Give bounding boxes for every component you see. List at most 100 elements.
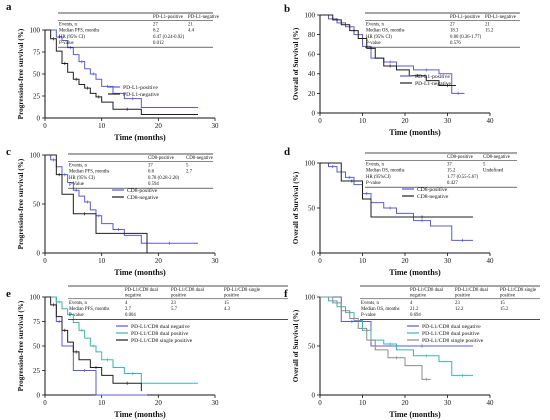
stats-table: PD-L1-positive PD-L1-negative Events, n 27 2… bbox=[58, 12, 219, 48]
table-cell: 15.2 bbox=[447, 169, 456, 174]
y-axis-title: Progression-free survival (%) bbox=[17, 158, 25, 249]
x-tick-label: 40 bbox=[487, 117, 495, 125]
table-cell: 23 bbox=[455, 301, 460, 306]
panel-label: b bbox=[284, 3, 290, 15]
x-tick-label: 0 bbox=[318, 399, 322, 407]
table-header-cell: PD-L1-negative bbox=[485, 15, 516, 20]
x-axis-title: Time (months) bbox=[389, 268, 441, 277]
table-cell: 15.2 bbox=[485, 29, 494, 34]
table-cell: 15.2 bbox=[500, 307, 509, 312]
survival-curve-2 bbox=[320, 296, 473, 376]
y-tick-label: 50 bbox=[308, 204, 316, 212]
table-header-cell: CD8-negative bbox=[483, 155, 510, 160]
x-tick-label: 30 bbox=[444, 117, 452, 125]
y-tick-label: 50 bbox=[308, 342, 316, 350]
x-tick-label: 20 bbox=[402, 399, 410, 407]
km-panel-b: b 0 10 20 30 40 0 20 40 60 80 100 Time (months) Overa… bbox=[284, 3, 520, 137]
survival-curve-3 bbox=[45, 296, 142, 392]
table-header-cell: positive bbox=[500, 293, 515, 298]
panel-label: c bbox=[6, 146, 11, 158]
table-cell: 5 bbox=[186, 163, 189, 168]
table-cell: 5 bbox=[483, 162, 486, 167]
x-tick-label: 40 bbox=[487, 399, 495, 407]
y-tick-label: 100 bbox=[305, 293, 316, 301]
survival-curve-2 bbox=[45, 29, 198, 115]
x-tick-label: 20 bbox=[155, 399, 163, 407]
y-tick-label: 100 bbox=[30, 26, 41, 34]
y-tick-label: 50 bbox=[33, 200, 41, 208]
table-cell: 18.3 bbox=[450, 29, 459, 34]
table-header-cell: PD-L1/CD8 dual bbox=[125, 288, 159, 293]
table-cell: P-value bbox=[69, 313, 84, 318]
table-cell: 0.427 bbox=[447, 181, 458, 186]
table-cell: 4.4 bbox=[188, 29, 195, 34]
y-tick-label: 100 bbox=[30, 293, 41, 301]
y-tick-label: 0 bbox=[37, 114, 41, 122]
table-cell: 12.2 bbox=[455, 307, 464, 312]
table-cell: 37 bbox=[148, 163, 153, 168]
table-header-cell: negative bbox=[125, 293, 141, 298]
legend-entry: PD-L1/CD8 dual negative bbox=[422, 324, 481, 330]
table-cell: P-value bbox=[366, 41, 381, 46]
x-tick-label: 0 bbox=[43, 122, 47, 130]
x-tick-label: 0 bbox=[43, 399, 47, 407]
y-tick-label: 75 bbox=[33, 48, 41, 56]
y-axis-title: Progression-free survival (%) bbox=[17, 300, 25, 391]
stats-table: CD8-positive CD8-negative Events, n 37 5 Medi… bbox=[68, 153, 213, 189]
table-cell: 0.694 bbox=[410, 313, 421, 318]
survival-curve-2 bbox=[320, 162, 473, 218]
survival-curve-2 bbox=[45, 296, 198, 384]
legend-entry: CD8-positive bbox=[127, 188, 158, 194]
legend-entry: CD8-negative bbox=[417, 194, 449, 200]
legend-entry: PD-L1/CD8 dual negative bbox=[131, 324, 190, 330]
x-tick-label: 0 bbox=[318, 117, 322, 125]
table-cell: Median PFS, months bbox=[69, 170, 110, 175]
y-tick-label: 80 bbox=[308, 31, 316, 39]
table-header-cell: PD-L1/CD8 single bbox=[224, 288, 260, 293]
table-cell: 23 bbox=[171, 301, 176, 306]
table-cell: p-Value bbox=[69, 182, 84, 187]
survival-curve-1 bbox=[320, 162, 473, 241]
km-panel-a: a 0 10 20 30 0 25 50 75 100 Time (months) Progressi… bbox=[6, 1, 219, 142]
x-tick-label: 20 bbox=[402, 257, 410, 265]
survival-curve-2 bbox=[320, 14, 456, 87]
legend-entry: PD-L1-negative bbox=[123, 92, 160, 98]
table-cell: 4 bbox=[125, 301, 128, 306]
table-cell: 4.3 bbox=[224, 307, 231, 312]
y-tick-label: 0 bbox=[37, 249, 41, 257]
table-cell: 37 bbox=[447, 162, 452, 167]
x-axis-title: Time (months) bbox=[114, 410, 166, 419]
table-cell: Events, n bbox=[59, 22, 77, 27]
table-header-cell: negative bbox=[410, 293, 426, 298]
y-tick-label: 50 bbox=[33, 70, 41, 78]
x-tick-label: 0 bbox=[43, 257, 47, 265]
table-header-cell: CD8-negative bbox=[186, 156, 213, 161]
table-cell: Median PFS, months bbox=[69, 307, 110, 312]
table-cell: 4 bbox=[410, 301, 413, 306]
table-header-cell: PD-L1-positive bbox=[450, 15, 480, 20]
panel-label: e bbox=[6, 288, 11, 300]
stats-table: PD-L1-positive PD-L1-negative Events, n 27 2… bbox=[365, 12, 520, 48]
y-tick-label: 0 bbox=[312, 109, 316, 117]
table-cell: 0.47 (0.24-0.92) bbox=[153, 35, 185, 40]
table-cell: Events, n bbox=[361, 301, 379, 306]
legend-entry: PD-L1/CD8 single positive bbox=[131, 338, 193, 344]
x-tick-label: 30 bbox=[212, 399, 220, 407]
table-cell: 0.012 bbox=[153, 41, 164, 46]
table-cell: 15 bbox=[500, 301, 505, 306]
table-cell: 1.77 (0.55-5.67) bbox=[447, 175, 479, 180]
table-cell: 21 bbox=[485, 22, 490, 27]
table-cell: Events, n bbox=[366, 22, 384, 27]
panel-label: a bbox=[6, 1, 12, 13]
table-header-cell: CD8-positive bbox=[148, 156, 174, 161]
table-header-cell: PD-L1/CD8 dual bbox=[455, 288, 489, 293]
table-cell: 21.2 bbox=[410, 307, 419, 312]
y-axis-title: Overall of Survival (%) bbox=[292, 309, 300, 382]
table-header-cell: PD-L1-positive bbox=[153, 15, 183, 20]
table-cell: 0.004 bbox=[125, 313, 136, 318]
x-tick-label: 40 bbox=[487, 257, 495, 265]
table-cell: HR (95%CI) bbox=[366, 175, 391, 180]
x-axis-title: Time (months) bbox=[114, 133, 166, 142]
